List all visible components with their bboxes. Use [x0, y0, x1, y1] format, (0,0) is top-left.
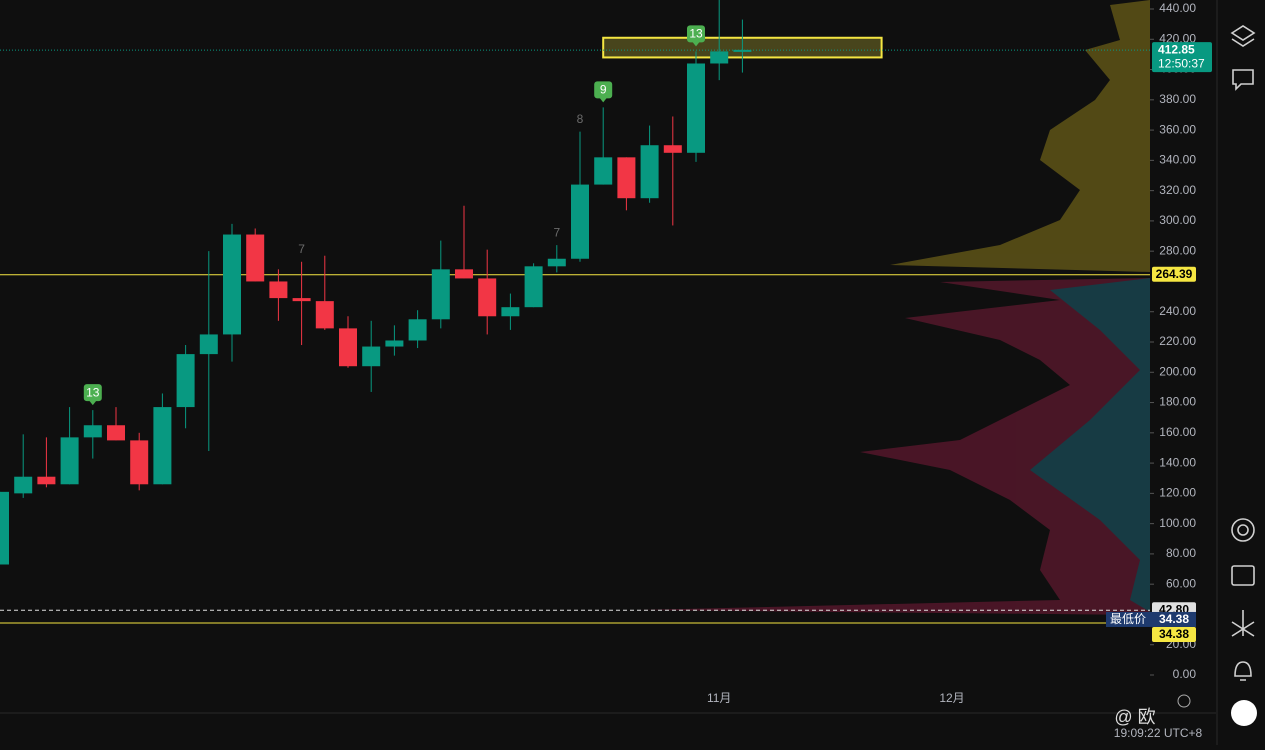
candle-body	[524, 266, 543, 308]
signal-count: 7	[553, 225, 560, 239]
y-tick-label: 160.00	[1159, 425, 1196, 439]
signal-pointer	[692, 41, 700, 47]
y-tick-label: 0.00	[1173, 667, 1197, 681]
y-tick-label: 380.00	[1159, 92, 1196, 106]
candle-body	[571, 184, 589, 259]
web-icon[interactable]	[1231, 610, 1255, 637]
y-tick-label: 320.00	[1159, 183, 1196, 197]
candle-body	[0, 491, 9, 565]
candle-body	[501, 307, 520, 317]
y-tick-label: 220.00	[1159, 334, 1196, 348]
target-icon[interactable]	[1231, 518, 1255, 542]
current-price: 412.85	[1158, 42, 1195, 56]
y-tick-label: 60.00	[1166, 576, 1196, 590]
candle-body	[176, 354, 195, 408]
candle-body	[547, 258, 566, 267]
profile-upper	[890, 0, 1150, 272]
candle-body	[83, 425, 102, 438]
y-tick-label: 240.00	[1159, 304, 1196, 318]
y-tick-label: 300.00	[1159, 213, 1196, 227]
candle-body	[60, 437, 79, 485]
candle-body	[14, 476, 33, 494]
candle-body	[223, 234, 241, 335]
candle-body	[710, 51, 729, 64]
candle-body	[385, 340, 404, 347]
signal-count: 8	[577, 112, 584, 126]
signal-badge	[594, 81, 613, 99]
menu-icon[interactable]	[1231, 700, 1257, 726]
candle-body	[339, 328, 357, 367]
y-tick-label: 200.00	[1159, 364, 1196, 378]
candle-body	[455, 269, 473, 279]
signal-text: 13	[689, 27, 703, 41]
toolbar	[1230, 25, 1257, 726]
price-label-box	[1152, 266, 1196, 282]
settings-icon[interactable]	[1177, 694, 1191, 708]
profile-lower-blue	[1030, 278, 1150, 612]
price-label: 264.39	[1156, 267, 1193, 281]
candle-body	[733, 49, 752, 52]
candle-body	[640, 145, 659, 199]
volume-profile	[640, 0, 1150, 615]
signal-text: 13	[86, 385, 100, 399]
signal-pointer	[599, 97, 608, 103]
candle-body	[687, 63, 705, 153]
candle-body	[246, 234, 265, 282]
y-tick-label: 140.00	[1159, 455, 1196, 469]
candle-body	[362, 346, 381, 367]
price-label: 34.38	[1159, 627, 1189, 641]
calendar-icon[interactable]	[1231, 565, 1255, 586]
candle-body	[199, 334, 218, 355]
candle-body	[315, 301, 334, 329]
y-tick-label: 360.00	[1159, 122, 1196, 136]
signal-badge	[687, 25, 705, 43]
low-tag: 最低价	[1110, 612, 1146, 626]
y-tick-label: 180.00	[1159, 395, 1196, 409]
bell-icon[interactable]	[1234, 661, 1252, 681]
price-label-box	[1152, 626, 1196, 642]
low-tag-box	[1106, 611, 1196, 627]
y-tick-label: 120.00	[1159, 486, 1196, 500]
candle-body	[478, 278, 497, 317]
candle-body	[594, 157, 613, 185]
current-price-box	[1152, 42, 1212, 73]
chat-icon[interactable]	[1232, 69, 1254, 91]
candle-body	[130, 440, 149, 485]
y-tick-label: 440.00	[1159, 1, 1196, 15]
candle-body	[663, 145, 682, 153]
signal-text: 9	[600, 83, 607, 97]
price-axis	[1150, 0, 1216, 713]
candle-body	[269, 281, 288, 299]
candle-body	[408, 319, 427, 341]
candle-body	[431, 269, 450, 320]
signal-pointer	[88, 400, 97, 406]
signal-badge	[83, 384, 102, 402]
y-tick-label: 80.00	[1166, 546, 1196, 560]
y-tick-label: 420.00	[1159, 31, 1196, 45]
candle-body	[37, 476, 56, 485]
low-tag-value: 34.38	[1159, 612, 1189, 626]
layers-icon[interactable]	[1230, 25, 1256, 47]
candle-body	[292, 298, 311, 302]
signal-count: 7	[298, 242, 305, 256]
candle-body	[153, 407, 172, 485]
y-tick-label: 100.00	[1159, 516, 1196, 530]
x-tick-label: 11月	[707, 691, 731, 705]
y-tick-label: 280.00	[1159, 243, 1196, 257]
x-tick-label: 12月	[939, 691, 964, 705]
y-tick-label: 340.00	[1159, 153, 1196, 167]
candle-body	[617, 157, 636, 199]
target-inner	[1237, 524, 1249, 536]
watermark: @ 欧	[1114, 707, 1155, 727]
candle-body	[107, 425, 125, 441]
countdown: 12:50:37	[1158, 56, 1205, 70]
clock: 19:09:22 UTC+8	[1114, 726, 1203, 740]
